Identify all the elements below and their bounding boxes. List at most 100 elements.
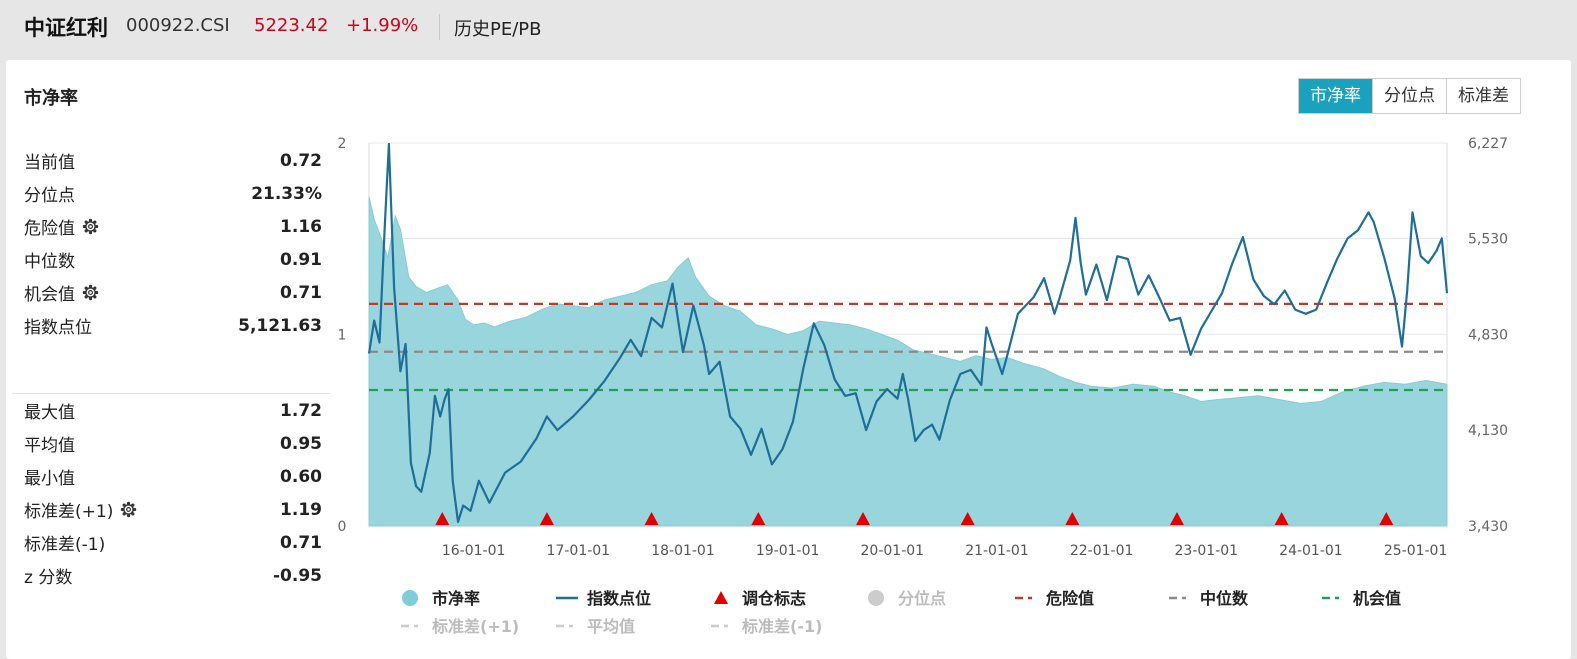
legend-label: 中位数: [1200, 589, 1249, 608]
legend-label: 市净率: [432, 589, 480, 608]
rebalance-marker: [855, 512, 870, 525]
stat-row: 标准差(-1) 0.71: [24, 526, 322, 559]
panel-title: 市净率: [24, 88, 78, 109]
pb-area-series: [368, 196, 1448, 527]
rebalance-marker: [751, 512, 766, 525]
legend-item[interactable]: 指数点位: [556, 589, 651, 608]
x-tick-label: 22-01-01: [1070, 543, 1134, 559]
stat-row: 标准差(+1) 1.19: [24, 493, 322, 526]
x-tick-label: 18-01-01: [651, 543, 715, 559]
pb-area: [368, 196, 1448, 527]
index-line: [367, 142, 1449, 523]
legend-item[interactable]: 中位数: [1169, 589, 1249, 608]
rebalance-marker: [1274, 512, 1289, 525]
right-tick-label: 6,227: [1468, 136, 1508, 152]
legend-label: 标准差(-1): [741, 617, 822, 636]
stat-label: 分位点: [24, 186, 75, 206]
legend-item[interactable]: 市净率: [402, 589, 480, 608]
stat-value: 1.19: [280, 499, 322, 520]
legend-label: 平均值: [587, 617, 635, 636]
legend-item[interactable]: 标准差(-1): [711, 617, 822, 636]
legend-label: 指数点位: [587, 589, 651, 608]
x-tick-label: 20-01-01: [861, 543, 925, 559]
stat-value: 5,121.63: [238, 315, 322, 336]
stat-label: 当前值: [24, 153, 75, 173]
stat-label: 最大值: [24, 403, 75, 423]
stats-divider: [12, 393, 330, 394]
gear-icon[interactable]: [82, 218, 99, 235]
legend-dot-icon: [402, 590, 418, 606]
stat-label: 平均值: [24, 436, 75, 456]
stat-value: 0.72: [280, 150, 322, 171]
stat-row: 分位点 21.33%: [24, 177, 322, 210]
rebalance-marker: [435, 512, 450, 525]
stat-row: 最小值 0.60: [24, 460, 322, 493]
legend-item[interactable]: 平均值: [556, 617, 635, 636]
stat-row: 当前值 0.72: [24, 144, 322, 177]
legend-item[interactable]: 机会值: [1322, 589, 1401, 608]
right-tick-label: 5,530: [1468, 231, 1508, 247]
legend-label: 分位点: [898, 589, 946, 608]
stat-row: 中位数 0.91: [24, 243, 322, 276]
left-tick-label: 1: [338, 328, 347, 344]
rebalance-marker: [1379, 512, 1394, 525]
stat-row: z 分数 -0.95: [24, 559, 322, 592]
stat-label: 标准差(+1): [24, 502, 114, 522]
stat-row: 平均值 0.95: [24, 427, 322, 460]
legend-item[interactable]: 危险值: [1015, 589, 1094, 608]
left-tick-label: 2: [338, 136, 347, 152]
legend-item[interactable]: 标准差(+1): [401, 617, 519, 636]
legend-triangle-icon: [714, 591, 728, 604]
tab-pb[interactable]: 市净率: [1299, 79, 1372, 113]
stat-label: 标准差(-1): [24, 535, 106, 555]
legend-label: 危险值: [1046, 589, 1094, 608]
legend-label: 调仓标志: [742, 589, 806, 608]
rebalance-marker: [644, 512, 659, 525]
rebalance-marker: [539, 512, 554, 525]
chart-axes: 0 1 2 3,430 4,130 4,830 5,530 6,227 16-01-01 17-0…: [338, 136, 1509, 559]
tab-std-dev[interactable]: 标准差: [1446, 79, 1520, 113]
legend-item[interactable]: 分位点: [868, 589, 946, 608]
legend-label: 标准差(+1): [431, 617, 519, 636]
stat-value: 1.16: [280, 216, 322, 237]
index-title: 中证红利: [24, 16, 108, 40]
x-tick-label: 24-01-01: [1279, 543, 1343, 559]
index-code: 000922.CSI: [126, 15, 230, 36]
right-tick-label: 3,430: [1468, 519, 1508, 535]
stat-label: 中位数: [24, 252, 75, 272]
stat-value: 0.95: [280, 433, 322, 454]
header-divider: [439, 14, 440, 40]
stat-label: 危险值: [24, 219, 75, 239]
stat-label: 最小值: [24, 469, 75, 489]
rebalance-marker: [1065, 512, 1080, 525]
header-bar: 中证红利 000922.CSI 5223.42 +1.99% 历史PE/PB: [0, 0, 1577, 58]
x-tick-label: 19-01-01: [756, 543, 820, 559]
legend-item[interactable]: 调仓标志: [714, 589, 806, 608]
stat-row: 最大值 1.72: [24, 394, 322, 427]
gear-icon[interactable]: [120, 501, 137, 518]
history-pe-pb-link[interactable]: 历史PE/PB: [454, 19, 542, 40]
x-tick-label: 16-01-01: [442, 543, 506, 559]
x-tick-label: 25-01-01: [1384, 543, 1448, 559]
stat-row: 指数点位 5,121.63: [24, 309, 322, 342]
tab-percentile[interactable]: 分位点: [1372, 79, 1446, 113]
left-tick-label: 0: [338, 519, 347, 535]
legend-label: 机会值: [1353, 589, 1401, 608]
index-price: 5223.42: [254, 15, 329, 36]
rebalance-marker: [1169, 512, 1184, 525]
x-tick-label: 21-01-01: [965, 543, 1029, 559]
stat-value: -0.95: [273, 565, 322, 586]
stat-row: 机会值 0.71: [24, 276, 322, 309]
stat-value: 21.33%: [251, 183, 322, 204]
rebalance-marker: [960, 512, 975, 525]
stat-value: 0.71: [280, 532, 322, 553]
legend-dot-icon: [868, 590, 884, 606]
x-tick-label: 23-01-01: [1175, 543, 1239, 559]
stat-value: 0.91: [280, 249, 322, 270]
stat-row: 危险值 1.16: [24, 210, 322, 243]
gear-icon[interactable]: [82, 284, 99, 301]
stat-value: 1.72: [280, 400, 322, 421]
index-line-series: [367, 142, 1449, 523]
